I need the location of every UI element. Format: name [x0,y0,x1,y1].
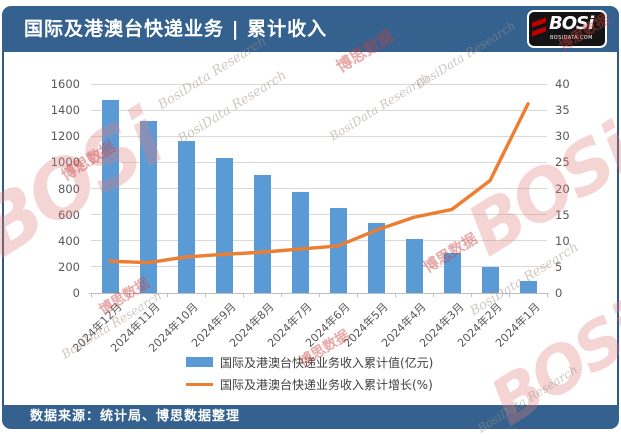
y-axis-right-tick-label: 10 [555,233,570,248]
x-axis-tick-mark [319,293,320,297]
bar [177,140,195,293]
x-axis-tick-mark [471,293,472,297]
y-axis-right-tick-label: 40 [555,77,570,91]
x-axis-tick-mark [357,293,358,297]
y-axis-right-tick-label: 35 [555,103,570,118]
y-axis-right-tick-label: 15 [555,207,570,222]
y-axis-left-tick-label: 600 [58,207,80,222]
gridline [91,135,547,137]
bar [291,191,309,293]
y-axis-right-tick-label: 25 [555,155,570,170]
legend-item-revenue: 国际及港澳台快递业务收入累计值(亿元) [186,351,433,373]
x-axis-tick-mark [395,293,396,297]
bar [253,175,271,293]
bar [329,208,347,293]
x-axis-tick-mark [205,293,206,297]
gridline [91,240,547,242]
gridline [91,266,547,268]
bar [405,238,423,293]
y-axis-left-tick-label: 800 [58,181,80,196]
chart-legend: 国际及港澳台快递业务收入累计值(亿元) 国际及港澳台快递业务收入累计增长(%) [186,351,433,395]
growth-trend-line [108,102,530,265]
gridline [91,188,547,189]
x-axis-tick-mark [547,293,548,297]
y-axis-right-tick-label: 0 [555,286,563,300]
bosi-logo: BOSi BOSIDATA.COM [529,12,605,46]
x-axis-tick-mark [281,293,282,297]
gridline [91,83,547,85]
bar [101,99,119,293]
y-axis-right-tick-label: 30 [555,129,570,144]
y-axis-left-tick-label: 1200 [50,129,80,144]
y-axis-left-tick-label: 400 [58,233,80,248]
x-axis-tick-mark [167,293,168,297]
gridline [91,109,547,111]
y-axis-left-tick-label: 1400 [50,103,80,118]
data-source-text: 数据来源：统计局、博思数据整理 [30,409,241,424]
y-axis-left-tick-label: 1600 [50,77,80,91]
legend-line-swatch-icon [186,382,213,386]
legend-bar-swatch-icon [186,357,213,367]
bar [367,223,385,293]
legend-item-growth: 国际及港澳台快递业务收入累计增长(%) [186,373,433,395]
gridline [91,161,547,163]
bar [443,253,461,293]
bar [215,158,233,293]
x-axis-tick-mark [433,293,434,297]
legend-label-growth: 国际及港澳台快递业务收入累计增长(%) [220,377,433,392]
y-axis-left-tick-label: 200 [58,259,80,274]
x-axis-tick-mark [91,293,92,297]
x-axis-tick-mark [243,293,244,297]
footer-bar: 数据来源：统计局、博思数据整理 [2,405,619,429]
x-axis-tick-mark [509,293,510,297]
page-title: 国际及港澳台快递业务 | 累计收入 [24,18,328,40]
bar [481,267,499,293]
gridline [91,214,547,216]
header-bar: 国际及港澳台快递业务 | 累计收入 BOSi BOSIDATA.COM [2,6,619,52]
y-axis-left-tick-label: 1000 [50,155,80,170]
y-axis-left-tick-label: 0 [72,286,80,300]
logo-brand-text: BOSi [549,13,594,34]
bar [139,120,157,293]
bar [519,280,537,293]
x-axis-tick-mark [129,293,130,297]
logo-domain-text: BOSIDATA.COM [550,35,593,41]
y-axis-right-tick-label: 20 [555,181,570,196]
legend-label-revenue: 国际及港澳台快递业务收入累计值(亿元) [220,355,434,370]
y-axis-right-tick-label: 5 [555,259,563,274]
